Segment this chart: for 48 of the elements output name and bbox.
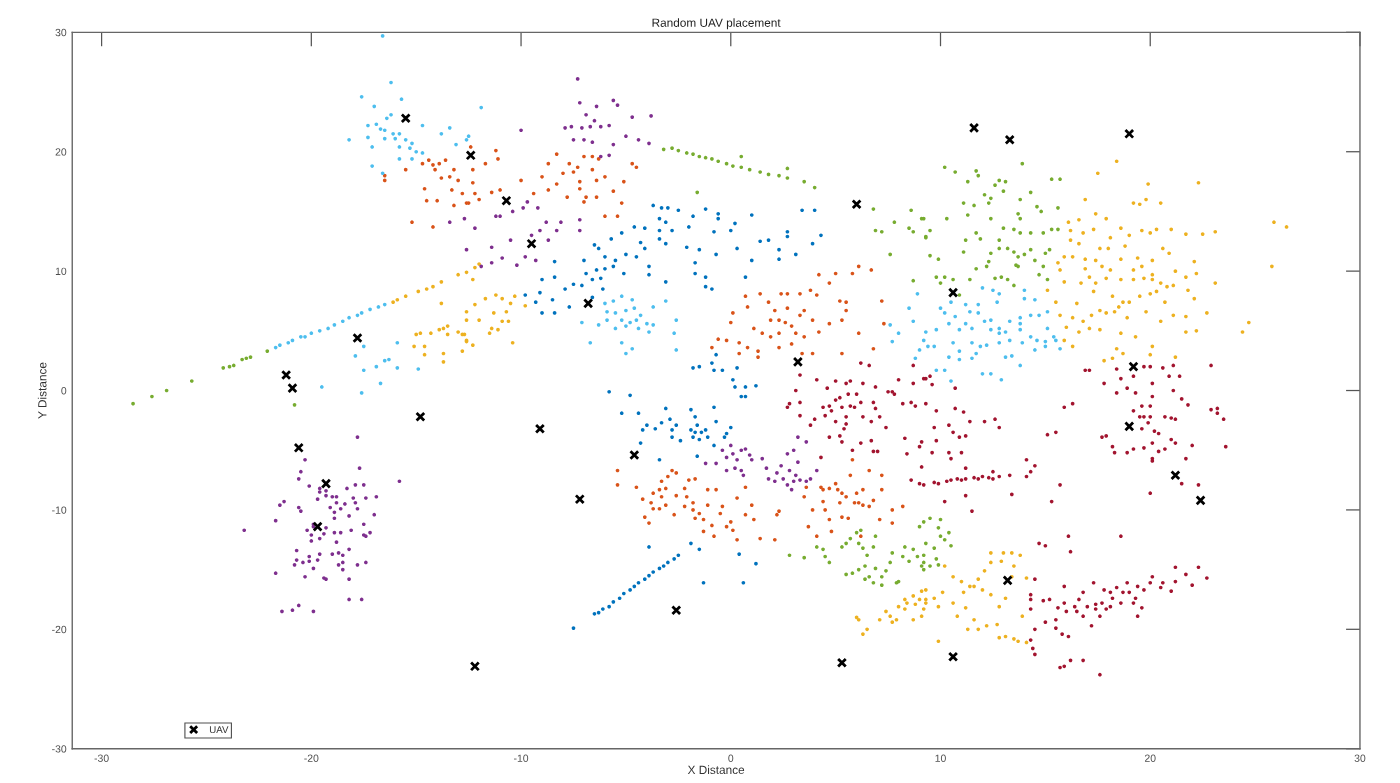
x-tick-label: -30 xyxy=(94,754,109,762)
x-tick-label: 10 xyxy=(935,754,946,762)
point xyxy=(947,651,959,662)
point xyxy=(465,150,476,161)
point xyxy=(968,122,980,134)
point xyxy=(1195,495,1206,506)
x-tick-label: -10 xyxy=(513,754,529,762)
point xyxy=(526,238,537,249)
y-tick-label: 30 xyxy=(55,28,67,37)
point xyxy=(1004,134,1015,145)
point xyxy=(280,369,292,381)
point xyxy=(1002,575,1013,586)
point xyxy=(312,521,323,532)
point xyxy=(469,661,481,672)
x-tick-label: 0 xyxy=(728,754,734,762)
chart-title: Random UAV placement xyxy=(652,18,781,30)
y-tick-label: -20 xyxy=(52,625,67,634)
y-tick-label: 20 xyxy=(55,148,67,156)
point xyxy=(836,657,848,668)
point xyxy=(400,113,411,124)
point xyxy=(582,298,594,309)
point xyxy=(1128,361,1139,372)
legend-label: UAV xyxy=(209,726,229,734)
x-tick-label: -20 xyxy=(304,754,319,762)
point xyxy=(629,449,640,461)
point xyxy=(671,605,682,616)
x-axis-title: X Distance xyxy=(687,765,745,775)
point xyxy=(1124,128,1135,140)
y-tick-label: 10 xyxy=(55,267,67,275)
point xyxy=(501,195,512,206)
point xyxy=(352,332,363,344)
point xyxy=(574,493,585,505)
point xyxy=(320,478,332,489)
point xyxy=(287,382,298,394)
point xyxy=(415,411,426,422)
point xyxy=(534,423,546,434)
point xyxy=(947,287,959,298)
point xyxy=(851,199,862,210)
y-axis-title: Y Distance xyxy=(37,362,47,419)
point xyxy=(792,356,804,368)
point xyxy=(293,442,304,454)
y-tick-label: -10 xyxy=(52,506,67,514)
point xyxy=(1170,470,1181,481)
point xyxy=(1124,421,1135,432)
x-tick-label: 30 xyxy=(1354,754,1366,762)
y-tick-label: 0 xyxy=(61,387,67,395)
x-tick-label: 20 xyxy=(1144,754,1156,762)
y-tick-label: -30 xyxy=(52,745,67,753)
